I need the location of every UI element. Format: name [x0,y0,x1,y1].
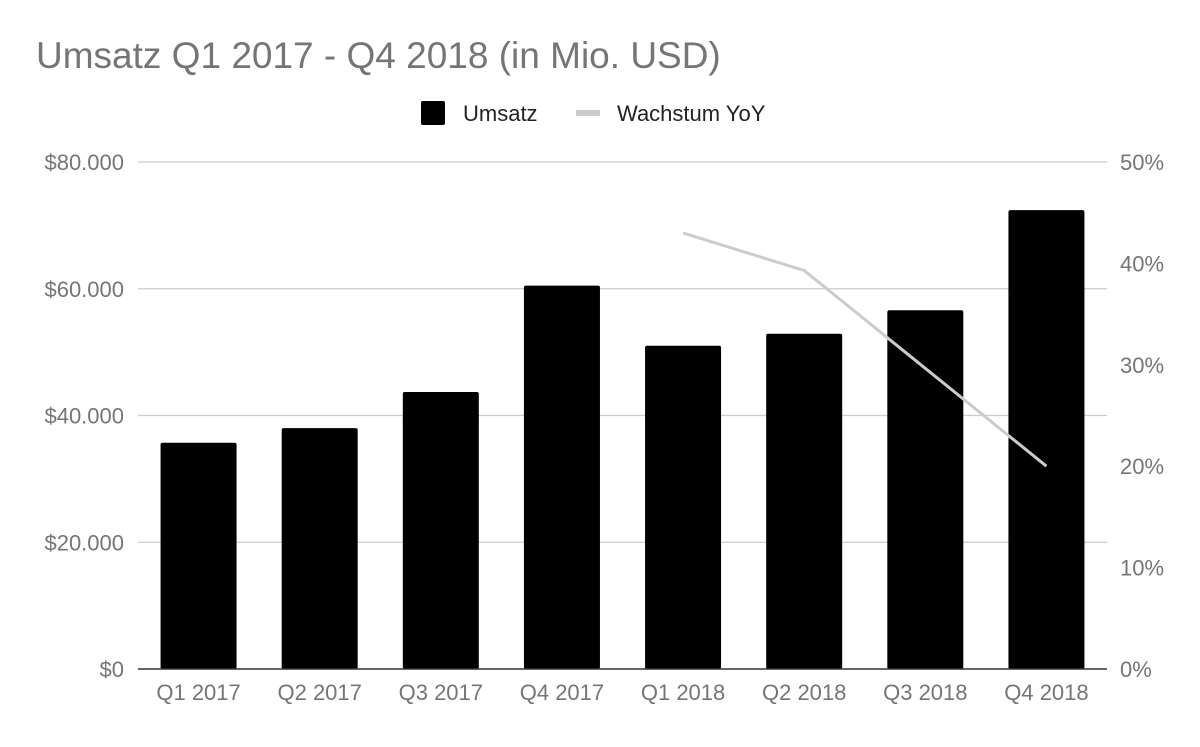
legend-label-umsatz: Umsatz [463,101,538,126]
y-right-tick-label: 10% [1120,556,1164,581]
y-left-tick-label: $40.000 [44,404,124,429]
axes: $0 $20.000 $40.000 $60.000 $80.000 0% 10% 20% 30… [44,150,1164,705]
y-right-tick-label: 30% [1120,353,1164,378]
y-right-tick-label: 50% [1120,150,1164,175]
x-tick-label: Q2 2017 [277,680,361,705]
legend: Umsatz Wachstum YoY [421,101,766,126]
growth-line-group [682,231,1048,468]
legend-label-wachstum: Wachstum YoY [617,101,766,126]
y-left-tick-label: $60.000 [44,277,124,302]
bar [645,345,722,669]
legend-swatch-wachstum [576,110,600,116]
chart-title: Umsatz Q1 2017 - Q4 2018 (in Mio. USD) [36,35,721,76]
x-tick-label: Q3 2018 [883,680,967,705]
x-tick-label: Q4 2018 [1004,680,1088,705]
y-left-tick-label: $80.000 [44,150,124,175]
x-tick-label: Q1 2017 [156,680,240,705]
x-tick-label: Q4 2017 [520,680,604,705]
bar [1008,210,1085,670]
bar [523,285,600,669]
bar [402,392,479,669]
y-left-tick-label: $20.000 [44,530,124,555]
bars [160,210,1085,670]
bar [766,333,843,669]
y-right-tick-label: 0% [1120,657,1152,682]
bar [887,310,964,669]
bar [160,442,237,669]
legend-swatch-umsatz [421,101,445,125]
bar [281,428,358,669]
x-tick-label: Q3 2017 [399,680,483,705]
y-left-tick-label: $0 [100,657,124,682]
x-tick-label: Q1 2018 [641,680,725,705]
y-right-tick-label: 20% [1120,454,1164,479]
y-right-tick-label: 40% [1120,251,1164,276]
growth-line [682,231,1048,468]
x-tick-label: Q2 2018 [762,680,846,705]
